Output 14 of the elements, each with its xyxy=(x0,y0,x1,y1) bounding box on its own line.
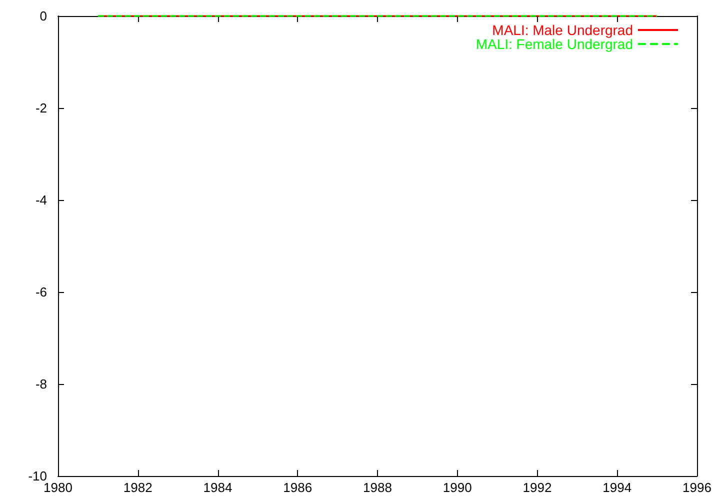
y-tick-label: -4 xyxy=(35,192,47,208)
x-tick-label: 1996 xyxy=(682,480,712,495)
x-tick-label: 1986 xyxy=(283,480,312,495)
y-tick-label: -2 xyxy=(35,100,47,116)
x-tick-label: 1990 xyxy=(442,480,472,495)
x-tick-label: 1994 xyxy=(602,480,632,495)
y-tick-label: -6 xyxy=(35,284,47,300)
y-tick-label: 0 xyxy=(40,8,47,24)
legend-label: MALI: Male Undergrad xyxy=(492,22,633,38)
x-tick-label: 1984 xyxy=(203,480,232,495)
x-tick-label: 1988 xyxy=(363,480,392,495)
x-tick-label: 1982 xyxy=(123,480,152,495)
x-tick-label: 1992 xyxy=(522,480,552,495)
y-tick-label: -8 xyxy=(35,376,47,392)
